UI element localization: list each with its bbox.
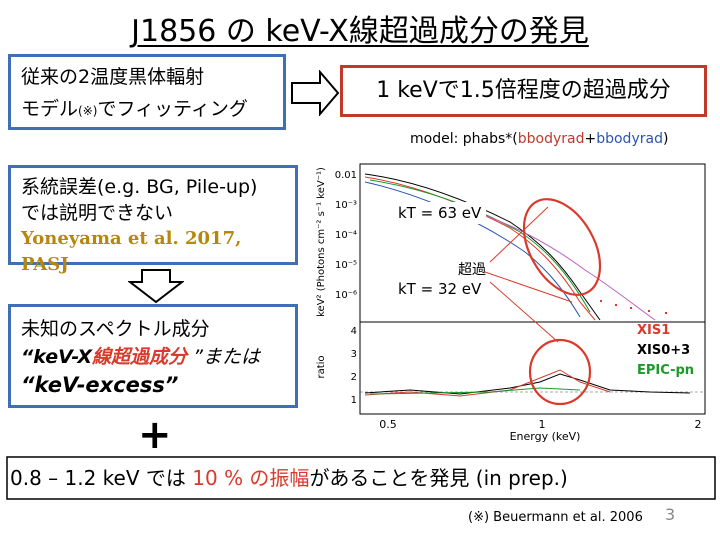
- box4-line2: “keV-X線超過成分 ”または: [21, 346, 260, 368]
- ytick-top-0: 0.01: [335, 170, 357, 181]
- xtick-0: 0.5: [379, 418, 397, 431]
- excess-label: 超過: [458, 262, 486, 278]
- legend-xis1: XIS1: [637, 323, 670, 338]
- legend-epicpn: EPIC-pn: [637, 363, 694, 378]
- discovery-statement: 0.8 – 1.2 keV では 10 % の振幅があることを発見 (in pr…: [10, 466, 568, 490]
- ytick-top-4: 10⁻⁶: [335, 290, 357, 301]
- box1-line1: 従来の2温度黒体輻射: [21, 66, 205, 88]
- spectrum-plot: keV² (Photons cm⁻² s⁻¹ keV⁻¹) ratio 0.01…: [316, 163, 706, 442]
- excess-component-box: 1 keVで1.5倍程度の超過成分: [340, 65, 707, 117]
- ytick-top-3: 10⁻⁵: [335, 260, 357, 271]
- slide-title: J1856 の keV-X線超過成分の発見: [131, 14, 589, 49]
- unknown-component-box: 未知のスペクトル成分 “keV-X線超過成分 ”または “keV-excess”: [8, 304, 298, 408]
- ytick-bot-0: 4: [351, 326, 357, 337]
- ytick-top-1: 10⁻³: [335, 200, 357, 211]
- ylabel-top: keV² (Photons cm⁻² s⁻¹ keV⁻¹): [316, 167, 327, 317]
- box3-line2: では説明できない: [21, 202, 174, 224]
- model-label: model: phabs*(bbodyrad+bbodyrad): [410, 131, 669, 147]
- legend-xis03: XIS0+3: [637, 343, 690, 358]
- plus-sign: +: [138, 412, 172, 458]
- page-number: 3: [665, 505, 676, 524]
- ytick-bot-2: 2: [351, 372, 357, 383]
- reference-yoneyama: Yoneyama et al. 2017, PASJ: [21, 228, 242, 275]
- ytick-bot-1: 3: [351, 349, 357, 360]
- excess-ellipse-top: [522, 198, 602, 296]
- statement-frame: [6, 456, 716, 500]
- box4-line1: 未知のスペクトル成分: [21, 318, 210, 340]
- footnote-reference: (※) Beuermann et al. 2006: [468, 510, 643, 525]
- box4-line3: “keV-excess”: [21, 373, 179, 397]
- xlabel: Energy (keV): [510, 430, 581, 442]
- conventional-model-box: 従来の2温度黒体輻射 モデル(※)でフィッティング: [8, 54, 286, 130]
- right-arrow-icon: [291, 70, 340, 116]
- excess-ellipse-bottom: [528, 338, 592, 406]
- kt-63: kT = 63 eV: [398, 204, 482, 222]
- down-arrow-icon: [128, 269, 184, 304]
- box1-line2: モデル(※)でフィッティング: [21, 98, 248, 120]
- xtick-2: 2: [695, 418, 702, 431]
- ytick-top-2: 10⁻⁴: [335, 230, 357, 241]
- kt-32: kT = 32 eV: [398, 280, 482, 298]
- box3-line1: 系統誤差(e.g. BG, Pile-up): [21, 176, 258, 198]
- ytick-bot-3: 1: [351, 395, 357, 406]
- ylabel-bottom: ratio: [316, 355, 327, 378]
- systematic-error-box: 系統誤差(e.g. BG, Pile-up) では説明できない Yoneyama…: [8, 165, 298, 275]
- xtick-1: 1: [539, 418, 546, 431]
